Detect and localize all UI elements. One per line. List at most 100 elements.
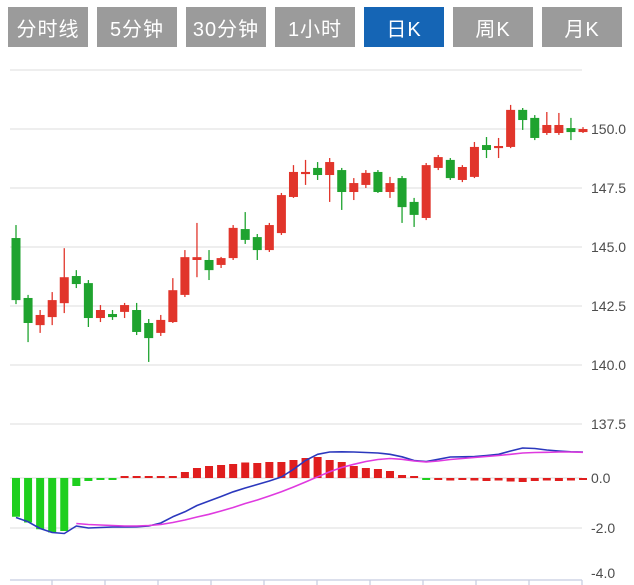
y-axis-label: 145.0 — [591, 239, 626, 255]
candle-up — [264, 225, 274, 251]
macd-bar — [36, 478, 45, 530]
candle-up — [457, 166, 467, 180]
candle-down — [409, 201, 419, 215]
y-axis-label: 0.0 — [591, 470, 611, 486]
macd-bar — [458, 478, 467, 480]
macd-bar — [494, 478, 503, 481]
macd-bar — [144, 476, 153, 478]
candle-up — [156, 319, 166, 333]
macd-bar — [579, 478, 588, 480]
candle-up — [288, 171, 298, 197]
candle-up — [35, 314, 45, 326]
macd-bar — [518, 478, 527, 482]
candle-up — [301, 171, 311, 175]
macd-bar — [217, 465, 226, 478]
candle-up — [421, 165, 431, 218]
y-axis-label: 150.0 — [591, 121, 626, 137]
candle-up — [542, 124, 552, 134]
y-axis-label: 142.5 — [591, 298, 626, 314]
candle-down — [337, 170, 347, 193]
candle-up — [192, 257, 202, 260]
macd-bar — [168, 476, 177, 478]
macd-bar — [566, 478, 575, 481]
candle-up — [349, 183, 359, 193]
tab-daily-k[interactable]: 日K — [364, 7, 444, 47]
candle-up — [578, 129, 588, 133]
candle-up — [47, 300, 57, 318]
macd-bar — [410, 476, 419, 478]
macd-bar — [373, 469, 382, 478]
macd-bar — [325, 460, 334, 478]
candle-up — [385, 183, 395, 193]
macd-bar — [470, 478, 479, 481]
macd-bar — [530, 478, 539, 481]
macd-bar — [180, 472, 189, 478]
candle-down — [481, 145, 491, 151]
tab-intraday[interactable]: 分时线 — [8, 7, 88, 47]
macd-bar — [120, 476, 129, 478]
macd-bar — [313, 457, 322, 478]
y-axis-label: -4.0 — [591, 565, 615, 581]
macd-bar — [156, 476, 165, 478]
candle-down — [566, 128, 576, 133]
dea-line — [76, 451, 584, 527]
macd-bar — [277, 462, 286, 478]
macd-bar — [398, 475, 407, 478]
macd-bar — [24, 478, 33, 523]
candle-down — [71, 276, 81, 285]
candle-down — [397, 178, 407, 208]
macd-bar — [385, 471, 394, 478]
candle-down — [313, 167, 323, 176]
period-tabbar: 分时线 5分钟 30分钟 1小时 日K 周K 月K — [8, 7, 622, 47]
macd-bar — [12, 478, 20, 517]
macd-bar — [132, 476, 141, 478]
candle-layer — [11, 104, 588, 362]
macd-bar — [72, 478, 81, 486]
candle-down — [252, 237, 262, 251]
candle-up — [168, 290, 178, 323]
macd-bar — [554, 478, 563, 481]
candle-up — [95, 310, 105, 319]
macd-bar — [434, 478, 443, 480]
candle-down — [445, 159, 455, 179]
y-axis-label: 137.5 — [591, 416, 626, 432]
tab-5min[interactable]: 5分钟 — [97, 7, 177, 47]
y-axis-label: -2.0 — [591, 520, 615, 536]
axis-layer — [10, 579, 583, 585]
y-axis-label: 147.5 — [591, 180, 626, 196]
dif-line — [15, 447, 584, 535]
candle-up — [469, 146, 479, 177]
macd-bar — [301, 458, 310, 478]
candle-down — [132, 310, 142, 332]
candle-up — [325, 162, 335, 176]
macd-bar — [241, 462, 250, 478]
candle-down — [11, 238, 21, 301]
candle-up — [433, 157, 443, 168]
candle-down — [83, 283, 93, 319]
candle-up — [120, 305, 130, 312]
candle-up — [228, 227, 238, 259]
candle-up — [216, 258, 226, 265]
tab-weekly-k[interactable]: 周K — [453, 7, 533, 47]
macd-bar — [482, 478, 491, 481]
macd-bar — [422, 478, 431, 480]
tab-1hour[interactable]: 1小时 — [275, 7, 355, 47]
macd-bar — [108, 478, 117, 480]
grid-layer — [10, 69, 582, 529]
candle-up — [494, 145, 504, 149]
candle-down — [373, 171, 383, 193]
tab-monthly-k[interactable]: 月K — [542, 7, 622, 47]
candle-down — [530, 117, 540, 138]
candle-down — [204, 259, 214, 271]
label-layer: 150.0 147.5 145.0 142.5 140.0 137.5 0.0 -2.0 -4.… — [591, 121, 626, 581]
tab-30min[interactable]: 30分钟 — [186, 7, 266, 47]
candle-up — [506, 109, 516, 147]
candle-down — [108, 314, 118, 318]
macd-bar — [542, 478, 551, 481]
macd-bar — [84, 478, 93, 481]
macd-bar — [192, 468, 201, 478]
candle-down — [240, 229, 250, 240]
macd-bar — [253, 463, 262, 478]
